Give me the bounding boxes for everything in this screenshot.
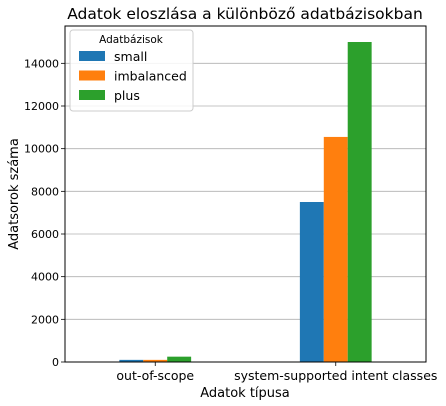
bar-small-0 (119, 359, 144, 362)
bar-small-1 (299, 202, 324, 362)
y-tick-label: 2000 (31, 313, 59, 326)
y-axis-ticks: 0 2000 4000 6000 8000 10000 12000 14000 (24, 57, 65, 369)
bar-imbalanced-0 (143, 359, 168, 362)
legend-label-imbalanced: imbalanced (114, 69, 187, 84)
x-tick-label: system-supported intent classes (234, 368, 437, 383)
bar-plus-0 (167, 356, 192, 362)
chart-title: Adatok eloszlása a különböző adatbázisok… (67, 5, 423, 23)
legend-label-plus: plus (114, 88, 140, 103)
y-tick-label: 10000 (24, 143, 59, 156)
legend-label-small: small (114, 49, 147, 64)
legend-title: Adatbázisok (99, 34, 164, 46)
x-axis-label: Adatok típusa (200, 386, 290, 401)
legend-swatch-small (79, 51, 105, 61)
y-tick-label: 6000 (31, 228, 59, 241)
bars (119, 42, 372, 362)
y-tick-label: 12000 (24, 100, 59, 113)
x-tick-label: out-of-scope (116, 368, 194, 383)
y-tick-label: 14000 (24, 57, 59, 70)
y-tick-label: 4000 (31, 271, 59, 284)
legend-swatch-plus (79, 90, 105, 100)
y-tick-label: 8000 (31, 185, 59, 198)
bar-imbalanced-1 (323, 136, 348, 362)
legend-swatch-imbalanced (79, 70, 105, 81)
x-axis-ticks: out-of-scope system-supported intent clas… (116, 362, 437, 383)
y-tick-label: 0 (52, 356, 59, 369)
plot-frame (64, 25, 427, 363)
bar-plus-1 (347, 42, 372, 362)
legend: Adatbázisok small imbalanced plus (69, 29, 194, 112)
y-axis-label: Adatsorok száma (7, 138, 22, 250)
